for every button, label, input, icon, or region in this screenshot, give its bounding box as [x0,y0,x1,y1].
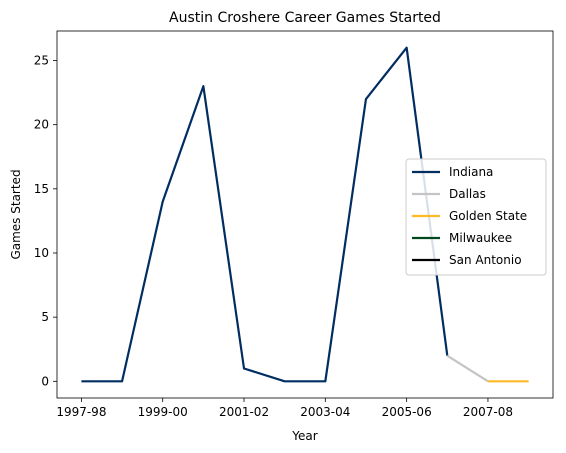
legend-label-dallas: Dallas [449,187,486,201]
series-lines [81,46,529,383]
y-tick-label: 20 [34,118,49,132]
y-axis-label: Games Started [9,169,23,259]
legend-box [405,158,547,276]
x-tick-label: 2001-02 [219,405,269,419]
legend-label-san-antonio: San Antonio [449,253,522,267]
x-tick-label: 1999-00 [138,405,188,419]
y-tick-label: 15 [34,182,49,196]
plot-area-frame [56,30,554,399]
legend-label-milwaukee: Milwaukee [449,231,512,245]
x-tick-label: 1997-98 [56,405,106,419]
y-axis: 0 5 10 15 20 25 [34,54,57,388]
x-tick-label: 2003-04 [300,405,350,419]
x-axis: 1997-98 1999-00 2001-02 2003-04 2005-06 2007-… [56,398,513,419]
series-line-indiana [81,46,449,383]
x-tick-label: 2005-06 [382,405,432,419]
series-line-dallas [446,354,489,383]
y-tick-label: 10 [34,246,49,260]
y-tick-label: 25 [34,54,49,68]
chart-title: Austin Croshere Career Games Started [169,10,441,26]
x-tick-label: 2007-08 [463,405,513,419]
legend: Indiana Dallas Golden State Milwaukee San An… [405,158,547,276]
legend-label-indiana: Indiana [449,165,493,179]
y-tick-label: 5 [41,310,49,324]
legend-label-golden-state: Golden State [449,209,527,223]
x-axis-label: Year [291,429,317,443]
y-tick-label: 0 [41,374,49,388]
